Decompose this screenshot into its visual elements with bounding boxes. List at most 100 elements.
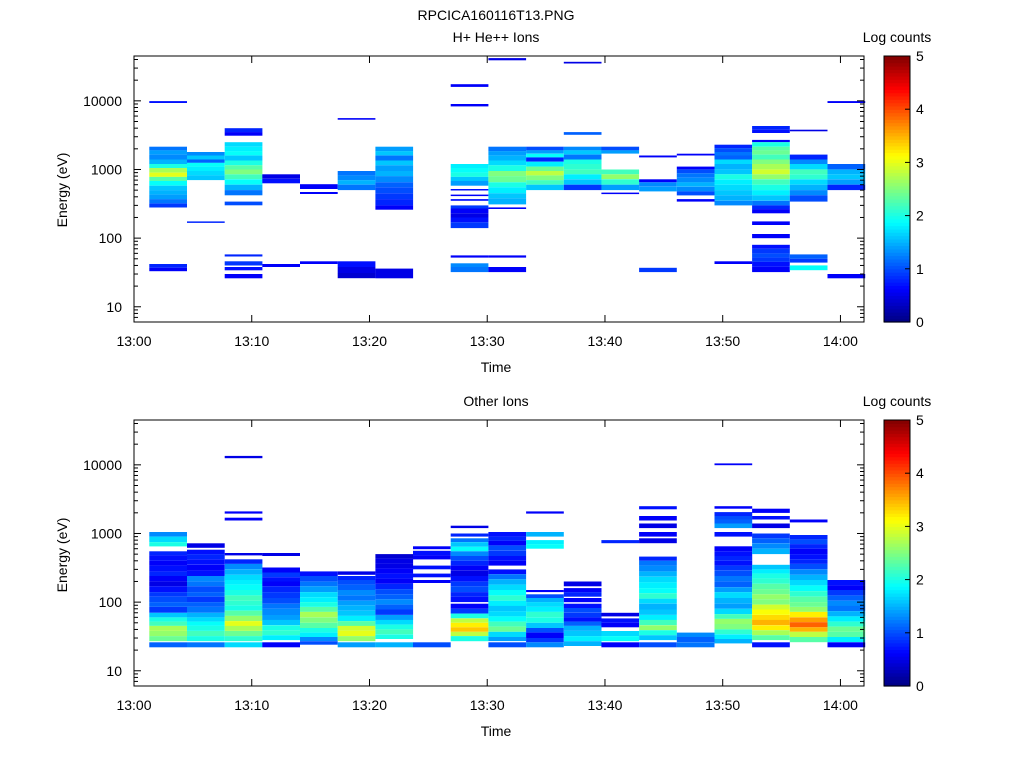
heatmap-cell (450, 208, 489, 214)
heatmap-cell (752, 129, 790, 133)
heatmap-cell (526, 180, 564, 185)
heatmap-cell (714, 164, 753, 170)
heatmap-cell (789, 519, 828, 523)
colorbar-swatch (884, 222, 910, 227)
heatmap-cell (714, 592, 753, 598)
heatmap-cell (149, 560, 187, 566)
heatmap-cell (300, 592, 338, 598)
heatmap-cell (789, 580, 828, 586)
heatmap-cell (752, 234, 790, 239)
colorbar-swatch (884, 165, 910, 170)
heatmap-cell (224, 146, 263, 152)
heatmap-cell (526, 602, 564, 607)
heatmap-cell (375, 182, 414, 188)
heatmap-cell (149, 565, 187, 572)
heatmap-cell (827, 274, 866, 279)
heatmap-cell (262, 586, 300, 593)
colorbar-frame (883, 55, 911, 323)
colorbar-swatch (884, 295, 910, 300)
heatmap-cell (488, 532, 527, 537)
colorbar-swatch (884, 509, 910, 514)
heatmap-cell (375, 205, 414, 210)
heatmap-cell (413, 546, 451, 550)
heatmap-cell (789, 596, 828, 603)
heatmap-cell (752, 533, 790, 539)
heatmap-cell (149, 194, 187, 200)
colorbar-swatch (884, 523, 910, 527)
heatmap-cell (413, 573, 451, 578)
heatmap-cell (676, 191, 715, 196)
heatmap-cell (526, 175, 564, 181)
heatmap-cell (752, 543, 790, 549)
colorbar-swatch (884, 579, 910, 584)
heatmap-cell (714, 506, 753, 509)
heatmap-cell (375, 563, 414, 569)
colorbar-swatch (884, 473, 910, 478)
heatmap-cell (187, 612, 225, 618)
heatmap-cell (752, 599, 790, 605)
colorbar-swatch (884, 132, 910, 137)
heatmap-cell (789, 184, 828, 191)
colorbar-swatch (884, 436, 910, 441)
heatmap-cell (375, 165, 414, 171)
colorbar-swatch (884, 292, 910, 296)
heatmap-cell (827, 626, 866, 632)
colorbar-swatch (884, 89, 910, 94)
x-tick-label: 13:10 (234, 333, 269, 349)
heatmap-cell (789, 169, 828, 175)
colorbar-swatch (884, 255, 910, 260)
heatmap-cell (262, 577, 300, 582)
heatmap-cell (676, 637, 715, 643)
heatmap-cell (300, 581, 338, 587)
heatmap-cell (187, 175, 225, 181)
heatmap-cell (337, 576, 376, 580)
heatmap-cell (563, 631, 602, 637)
heatmap-cell (337, 118, 376, 120)
heatmap-cell (187, 586, 225, 593)
colorbar-swatch (884, 145, 910, 150)
heatmap-cell (639, 571, 677, 577)
colorbar-swatch (884, 208, 910, 213)
colorbar-swatch (884, 549, 910, 554)
colorbar-swatch (884, 466, 910, 471)
heatmap-cell (714, 512, 753, 516)
colorbar-swatch (884, 429, 910, 434)
heatmap-cell (187, 621, 225, 626)
colorbar-tick-label: 0 (916, 678, 924, 694)
colorbar-swatch (884, 159, 910, 163)
heatmap-cell (639, 556, 677, 561)
heatmap-cell (149, 612, 187, 618)
heatmap-cell (187, 617, 225, 622)
heatmap-cell (563, 598, 602, 603)
colorbar-swatch (884, 486, 910, 491)
colorbar-label: Log counts (863, 393, 932, 409)
heatmap-cell (488, 569, 527, 575)
heatmap-cell (187, 581, 225, 587)
colorbar-swatch (884, 499, 910, 504)
heatmap-cell (639, 609, 677, 615)
heatmap-cell (224, 179, 263, 185)
colorbar-swatch (884, 556, 910, 561)
heatmap-cell (488, 540, 527, 546)
heatmap-cell (526, 598, 564, 603)
colorbar-swatch (884, 262, 910, 267)
heatmap-cell (187, 166, 225, 171)
colorbar-swatch (884, 305, 910, 310)
heatmap-cell (601, 169, 640, 175)
heatmap-cell (789, 585, 828, 591)
heatmap-cell (563, 132, 602, 135)
heatmap-cell (187, 162, 225, 167)
colorbar-swatch (884, 192, 910, 197)
colorbar-swatch (884, 119, 910, 124)
heatmap-cell (752, 244, 790, 249)
y-tick-label: 10 (106, 299, 122, 315)
colorbar-swatch (884, 235, 910, 240)
heatmap-cell (224, 559, 263, 564)
heatmap-cell (450, 164, 489, 168)
heatmap-cell (375, 268, 414, 274)
heatmap-cell (413, 550, 451, 556)
heatmap-cell (752, 508, 790, 513)
heatmap-cell (789, 159, 828, 165)
colorbar-swatch (884, 476, 910, 481)
heatmap-cell (488, 574, 527, 580)
